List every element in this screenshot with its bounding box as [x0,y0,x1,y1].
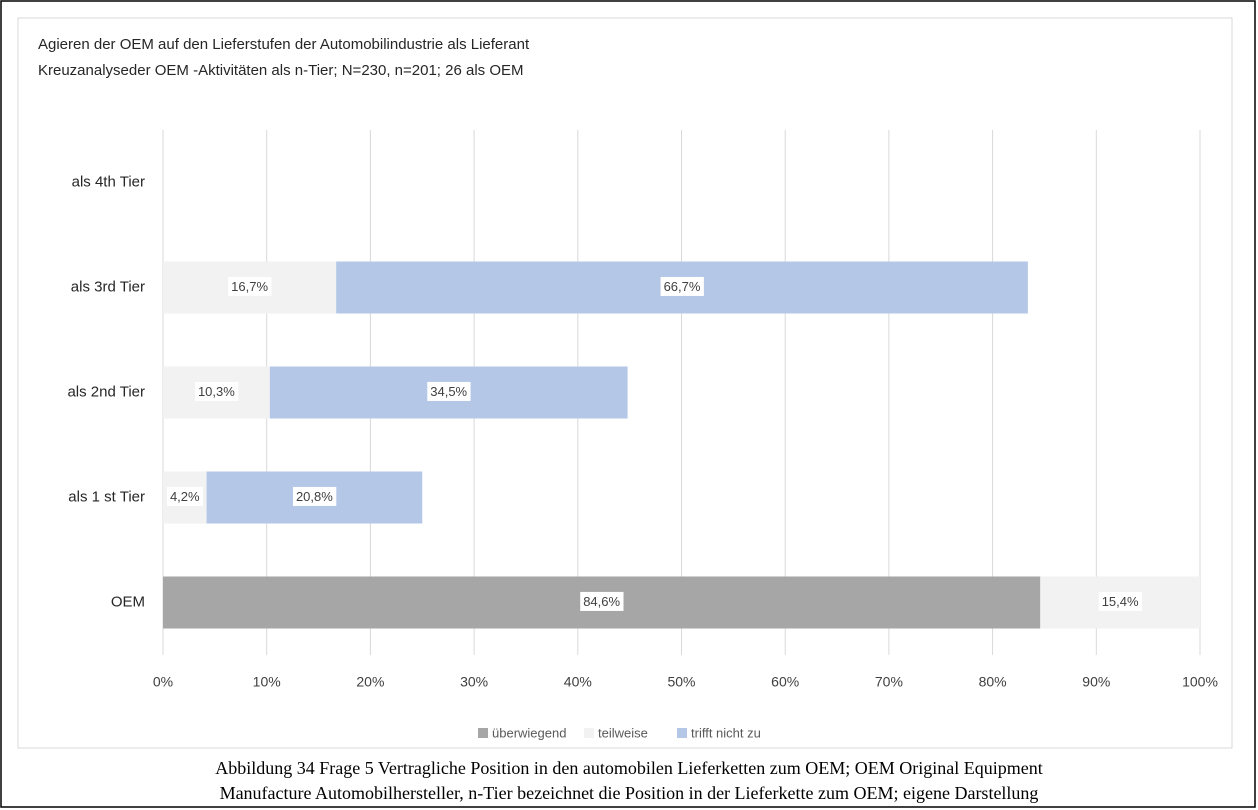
caption: Abbildung 34 Frage 5 Vertragliche Positi… [215,758,1043,778]
data-label: 4,2% [170,489,200,504]
x-tick-label: 70% [875,674,903,690]
data-label-bg [1098,591,1143,611]
legend-swatch [677,728,687,738]
y-tick-label: als 3rd Tier [71,278,145,295]
legend-label: trifft nicht zu [691,725,761,740]
data-label: 15,4% [1102,594,1139,609]
x-tick-label: 30% [460,674,488,690]
chart-subtitle: Kreuzanalyseder OEM -Aktivitäten als n-T… [38,62,524,79]
data-label-bg [292,486,337,506]
data-label: 16,7% [231,279,268,294]
data-label: 66,7% [664,279,701,294]
data-label-bg [166,486,204,506]
x-tick-label: 50% [667,674,695,690]
y-tick-label: als 4th Tier [72,173,145,190]
x-tick-label: 60% [771,674,799,690]
data-label: 20,8% [296,489,333,504]
y-tick-label: als 1 st Tier [68,488,145,505]
x-tick-label: 80% [979,674,1007,690]
y-tick-label: als 2nd Tier [67,383,145,400]
chart-title: Agieren der OEM auf den Lieferstufen der… [38,36,530,53]
data-label-bg [228,276,272,296]
legend-label: teilweise [598,725,648,740]
x-tick-label: 100% [1182,674,1218,690]
x-tick-label: 20% [356,674,384,690]
legend-swatch [584,728,594,738]
data-label-bg [580,591,624,611]
data-label-bg [194,381,239,401]
x-tick-label: 40% [564,674,592,690]
data-label: 10,3% [198,384,235,399]
y-tick-label: OEM [111,593,145,610]
x-tick-label: 10% [253,674,281,690]
legend-swatch [478,728,488,738]
data-label: 84,6% [583,594,620,609]
data-label-bg [427,381,471,401]
x-tick-label: 0% [153,674,173,690]
x-tick-label: 90% [1082,674,1110,690]
caption: Manufacture Automobilhersteller, n-Tier … [220,783,1039,803]
data-label: 34,5% [430,384,467,399]
legend-label: überwiegend [492,725,566,740]
data-label-bg [660,276,704,296]
